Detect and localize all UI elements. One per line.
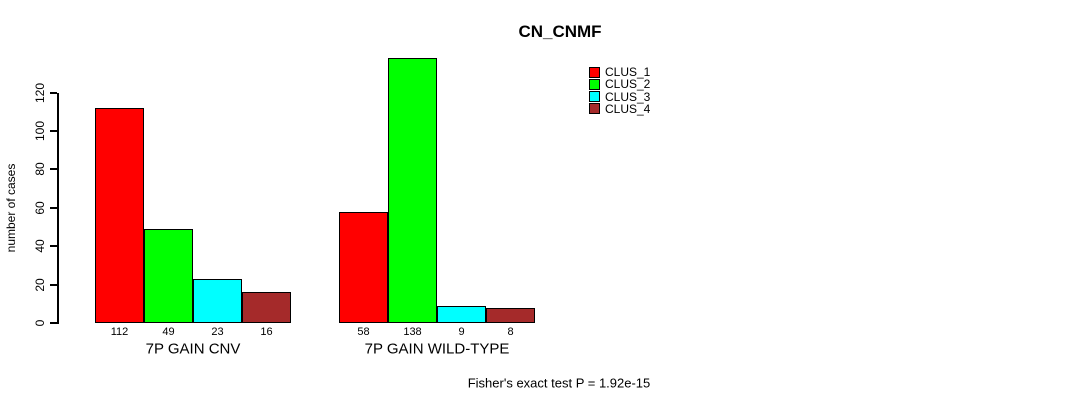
bar-count-label: 49 bbox=[162, 326, 175, 338]
y-axis-line bbox=[57, 93, 59, 324]
legend-label: CLUS_1 bbox=[605, 65, 651, 79]
y-tick-label: 20 bbox=[33, 277, 47, 292]
legend-swatch bbox=[589, 103, 600, 115]
y-axis-label: number of cases bbox=[4, 163, 18, 253]
legend-swatch bbox=[589, 66, 600, 78]
bar-count-label: 8 bbox=[507, 326, 514, 338]
bar-clus_4-2 bbox=[486, 307, 535, 323]
chart-title: CN_CNMF bbox=[518, 22, 602, 41]
bar-clus_3-1 bbox=[193, 278, 242, 323]
y-tick-label: 40 bbox=[33, 239, 47, 253]
group-label: 7P GAIN WILD-TYPE bbox=[364, 340, 510, 358]
y-tick-label: 60 bbox=[33, 201, 47, 215]
legend-item-clus_3: CLUS_3 bbox=[589, 89, 651, 104]
legend-label: CLUS_4 bbox=[605, 101, 651, 116]
bar-count-label: 58 bbox=[357, 326, 370, 338]
y-tick-mark bbox=[50, 245, 57, 248]
bar-clus_3-2 bbox=[437, 305, 486, 323]
y-tick-mark bbox=[50, 206, 57, 209]
y-tick-label: 100 bbox=[33, 121, 47, 142]
bar-count-label: 16 bbox=[260, 326, 273, 338]
y-tick-mark bbox=[50, 168, 57, 171]
y-tick-mark bbox=[50, 322, 57, 324]
bar-clus_4-1 bbox=[242, 292, 291, 323]
y-tick-mark bbox=[50, 91, 57, 94]
legend-label: CLUS_3 bbox=[605, 89, 651, 104]
legend-swatch bbox=[589, 78, 600, 90]
legend-swatch bbox=[589, 91, 600, 103]
bar-count-label: 9 bbox=[458, 326, 465, 338]
bar-clus_1-2 bbox=[339, 211, 388, 323]
legend-label: CLUS_2 bbox=[605, 77, 651, 92]
bar-count-label: 112 bbox=[110, 326, 129, 338]
bar-count-label: 138 bbox=[403, 326, 422, 338]
y-tick-mark bbox=[50, 283, 57, 286]
bar-clus_1-1 bbox=[95, 108, 144, 323]
bar-clus_2-1 bbox=[144, 228, 193, 323]
legend-item-clus_1: CLUS_1 bbox=[589, 65, 651, 79]
y-tick-label: 120 bbox=[33, 82, 47, 103]
bar-count-label: 23 bbox=[211, 326, 224, 338]
fisher-test-annotation: Fisher's exact test P = 1.92e-15 bbox=[467, 375, 651, 391]
y-tick-label: 0 bbox=[33, 319, 47, 327]
y-tick-mark bbox=[50, 130, 57, 133]
legend-item-clus_2: CLUS_2 bbox=[589, 77, 651, 92]
y-tick-label: 80 bbox=[33, 162, 47, 177]
legend-item-clus_4: CLUS_4 bbox=[589, 101, 651, 116]
bar-clus_2-2 bbox=[388, 58, 437, 323]
group-label: 7P GAIN CNV bbox=[145, 340, 241, 358]
